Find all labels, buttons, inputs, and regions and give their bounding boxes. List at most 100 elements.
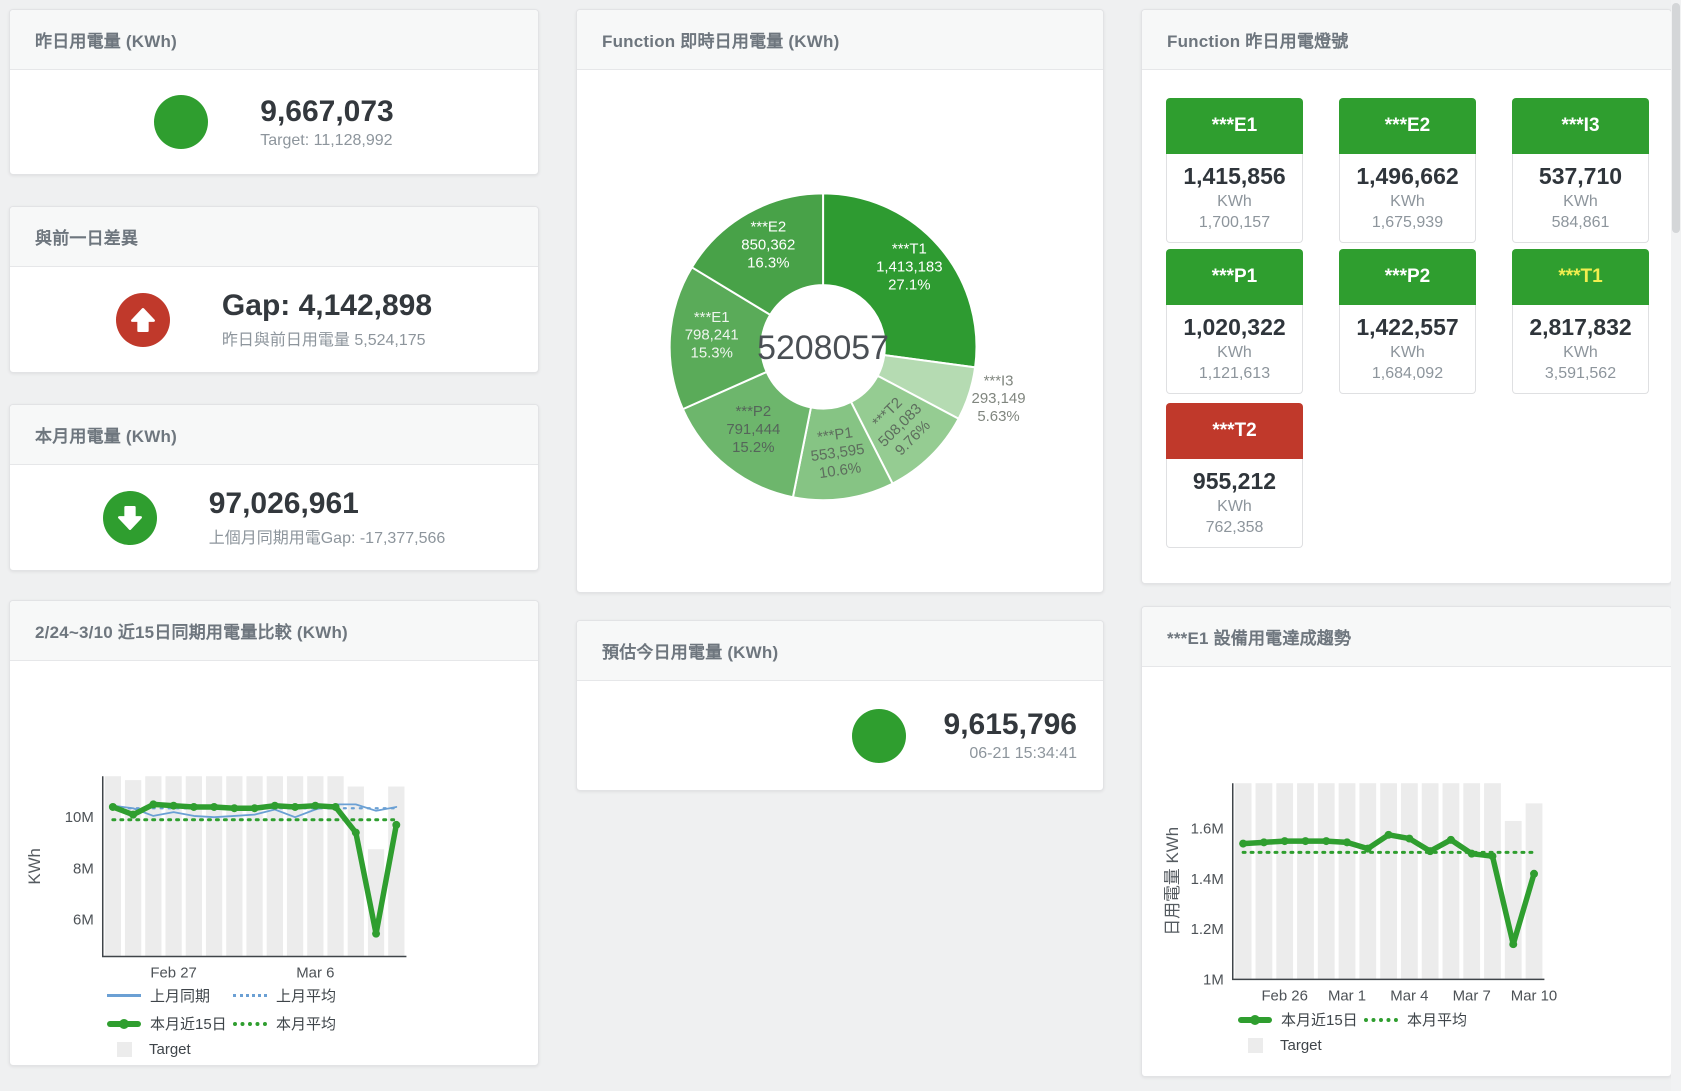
tile-target: 584,861 <box>1551 214 1610 231</box>
tile-value: 1,020,322 <box>1183 314 1286 340</box>
tile-body: 955,212 KWh 762,358 <box>1166 459 1303 548</box>
donut-label-E2: ***E2 850,362 16.3% <box>741 219 795 272</box>
card-title: ***E1 設備用電達成趨勢 <box>1167 629 1352 648</box>
tile-unit: KWh <box>1390 193 1425 210</box>
tile-unit: KWh <box>1390 344 1425 361</box>
legend-label: 本月平均 <box>276 1016 337 1033</box>
chart-axes <box>1231 783 1545 981</box>
chart-axes <box>101 776 407 958</box>
donut-slice-P2[interactable] <box>681 370 812 499</box>
legend-row: Target <box>1238 1037 1467 1054</box>
series-marker <box>1239 839 1248 848</box>
tile-value: 2,817,832 <box>1529 314 1632 340</box>
kpi-value: 9,667,073 <box>260 94 394 128</box>
target-bar <box>145 776 162 957</box>
arrow-down-glyph <box>117 505 142 530</box>
tile-body: 537,710 KWh 584,861 <box>1512 154 1649 243</box>
arrow-up-icon <box>115 292 170 347</box>
tile-header: ***T1 <box>1512 249 1649 305</box>
kpi-text: 9,667,073 Target: 11,128,992 <box>260 95 393 150</box>
legend-dotted-bold-icon <box>1364 1017 1398 1022</box>
series-marker <box>1363 844 1372 853</box>
legend-label: 上月同期 <box>150 988 211 1005</box>
light-tile-E2: ***E2 1,496,662 KWh 1,675,939 <box>1339 98 1476 243</box>
y-tick-label: 1.6M <box>1191 820 1224 837</box>
series-marker <box>1280 837 1289 846</box>
card-e1-trend-chart: ***E1 設備用電達成趨勢 本月近15日 本月平均 Target 1M 1.2M 1.… <box>1141 606 1672 1077</box>
series-marker <box>1259 838 1268 847</box>
legend-row: 上月同期 上月平均 <box>107 985 336 1006</box>
legend-item-本月平均[interactable]: 本月平均 <box>233 1013 336 1034</box>
trend-chart-svg: 1M 1.2M 1.4M 1.6M Feb 26 Mar 1 Mar 4 Mar 7 Mar 1… <box>1163 783 1557 1004</box>
series-marker <box>149 800 158 809</box>
donut-slice-E2[interactable] <box>690 192 825 316</box>
legend-dotted-icon <box>233 994 267 997</box>
donut-slice-T1[interactable] <box>822 192 978 369</box>
tile-header: ***P2 <box>1339 249 1476 305</box>
legend-row: 本月近15日 本月平均 <box>107 1013 336 1034</box>
tile-value: 537,710 <box>1538 163 1623 189</box>
legend-item-Target[interactable]: Target <box>107 1041 191 1058</box>
legend-box-icon <box>117 1042 132 1057</box>
card-yesterday-usage: 昨日用電量 (KWh) 9,667,073 Target: 11,128,992 <box>9 9 539 175</box>
target-bar <box>1276 783 1294 980</box>
tile-header: ***E2 <box>1339 98 1476 154</box>
card-estimate-today: 預估今日用電量 (KWh) 9,615,796 06-21 15:34:41 <box>576 620 1104 791</box>
light-tile-I3: ***I3 537,710 KWh 584,861 <box>1512 98 1649 243</box>
series-marker <box>1343 838 1352 847</box>
kpi-subtitle: 昨日與前日用電量 5,524,175 <box>221 332 426 349</box>
target-bar <box>1338 783 1356 980</box>
series-marker <box>169 801 178 810</box>
target-bar <box>1255 783 1273 980</box>
target-bar <box>266 776 283 957</box>
legend-item-本月近15日[interactable]: 本月近15日 <box>107 1013 233 1034</box>
target-bar <box>1359 783 1377 980</box>
card-title: Function 昨日用電燈號 <box>1167 32 1349 51</box>
legend-dotted-bold-icon <box>233 1021 267 1026</box>
card-header: 與前一日差異 <box>10 207 538 267</box>
tile-header: ***E1 <box>1166 98 1303 154</box>
donut-svg: ***T1 1,413,183 27.1%***I3 293,149 5.63%***T… <box>668 192 1026 502</box>
donut-label-T1: ***T1 1,413,183 27.1% <box>876 240 942 293</box>
legend-item-Target[interactable]: Target <box>1238 1037 1322 1054</box>
card-title: 預估今日用電量 (KWh) <box>602 643 779 662</box>
x-tick-label: Mar 1 <box>1328 987 1366 1004</box>
x-tick-label: Mar 6 <box>296 964 334 981</box>
legend-label: 上月平均 <box>276 988 337 1005</box>
kpi-row: Gap: 4,142,898 昨日與前日用電量 5,524,175 <box>10 267 538 372</box>
tile-target: 1,700,157 <box>1198 214 1271 231</box>
target-bar <box>307 776 324 957</box>
legend-item-上月同期[interactable]: 上月同期 <box>107 985 233 1006</box>
legend-item-本月平均[interactable]: 本月平均 <box>1364 1009 1467 1030</box>
y-tick-label: 1M <box>1203 971 1224 988</box>
donut-slice-E1[interactable] <box>668 266 772 411</box>
tile-header: ***P1 <box>1166 249 1303 305</box>
legend-box-icon <box>1248 1038 1263 1053</box>
card-title: 昨日用電量 (KWh) <box>35 32 177 51</box>
legend-thick-icon <box>107 1018 141 1029</box>
kpi-value: 97,026,961 <box>208 487 359 520</box>
donut-label-I3: ***I3 293,149 5.63% <box>972 372 1026 425</box>
scrollbar-track[interactable] <box>1671 0 1681 1091</box>
x-tick-label: Mar 7 <box>1453 987 1491 1004</box>
target-bar <box>1484 783 1501 980</box>
x-tick-label: Mar 4 <box>1390 987 1428 1004</box>
legend-item-本月近15日[interactable]: 本月近15日 <box>1238 1009 1364 1030</box>
scrollbar-thumb[interactable] <box>1672 3 1680 233</box>
legend-label: 本月平均 <box>1407 1012 1468 1029</box>
series-marker <box>250 804 259 813</box>
series-marker <box>311 801 320 810</box>
x-tick-label: Mar 10 <box>1511 987 1557 1004</box>
tile-body: 1,415,856 KWh 1,700,157 <box>1166 154 1303 243</box>
donut-center-total: 5208057 <box>757 329 889 367</box>
kpi-text: Gap: 4,142,898 昨日與前日用電量 5,524,175 <box>222 289 432 350</box>
target-bar <box>327 776 344 957</box>
card-header: 昨日用電量 (KWh) <box>10 10 538 70</box>
y-axis-label: 日用電量 KWh <box>1163 827 1182 936</box>
legend-item-上月平均[interactable]: 上月平均 <box>233 985 336 1006</box>
tile-value: 1,496,662 <box>1356 163 1459 189</box>
card-header: 2/24~3/10 近15日同期用電量比較 (KWh) <box>10 601 538 661</box>
status-circle-icon <box>154 95 209 149</box>
tile-body: 1,020,322 KWh 1,121,613 <box>1166 305 1303 394</box>
legend-dot <box>119 1018 129 1029</box>
